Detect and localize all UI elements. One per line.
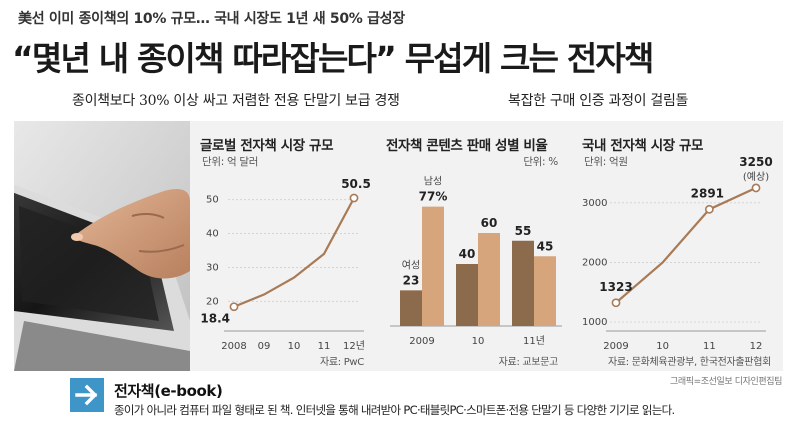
data-label: 50.5 [341, 177, 371, 191]
x-tick-label: 2008 [221, 341, 246, 352]
data-point [229, 302, 239, 312]
y-tick-label: 3000 [582, 198, 607, 209]
y-tick-label: 50 [206, 195, 219, 206]
x-tick-label: 10 [288, 341, 301, 352]
x-tick-label: 11 [318, 341, 331, 352]
subhead-left: 종이책보다 30% 이상 싸고 저렴한 전용 단말기 보급 경쟁 [72, 93, 400, 109]
chart-title: 전자책 콘텐츠 판매 성별 비율 [386, 138, 548, 154]
chart-source: 자료: PwC [319, 357, 364, 368]
bar-female [456, 264, 478, 326]
x-tick-label: 11년 [523, 335, 545, 347]
graphic-credit: 그래픽=조선일보 디자인편집팀 [669, 377, 782, 387]
data-point [704, 204, 714, 214]
line-chart-svg: 20 30 40 50 2008 09 10 11 12년 18.4 50.5 [200, 177, 371, 352]
data-point [751, 183, 761, 193]
data-label: 1323 [599, 280, 632, 294]
forecast-annotation: (예상) [743, 171, 769, 183]
chart-domestic-market: 국내 전자책 시장 규모 단위: 억원 1000 2000 3000 2009 10 11… [574, 121, 779, 371]
chart-source: 자료: 문화체육관광부, 한국전자출판협회 [607, 357, 771, 368]
chart-unit: 단위: % [523, 156, 558, 168]
bar-female [400, 290, 422, 326]
x-tick-label: 11 [703, 341, 716, 352]
data-label: 23 [403, 273, 420, 287]
data-label: 60 [481, 216, 498, 230]
y-tick-label: 30 [206, 262, 219, 273]
bar-male [478, 233, 500, 326]
bar-male [422, 206, 444, 326]
chart-unit: 단위: 억원 [584, 156, 628, 168]
kicker: 美선 이미 종이책의 10% 규모… 국내 시장도 1년 새 50% 급성장 [18, 11, 405, 27]
bar-chart-svg: 23 77% 2009 40 60 10 55 45 11년 여성 남성 [390, 176, 562, 347]
y-tick-label: 2000 [582, 257, 607, 268]
data-point [349, 193, 359, 203]
data-label: 45 [537, 239, 554, 253]
chart-source: 자료: 교보문고 [498, 357, 559, 368]
chart-global-market: 글로벌 전자책 시장 규모 단위: 억 달러 20 30 40 50 2008 09 10 1… [194, 121, 376, 371]
arrow-icon [70, 378, 104, 412]
x-tick-label: 12년 [343, 340, 365, 352]
data-label: 40 [459, 247, 476, 261]
line-chart-svg: 1000 2000 3000 2009 10 11 12 1323 2891 3250 (예상) [582, 155, 773, 352]
subhead-right: 복잡한 구매 인증 과정이 걸림돌 [508, 93, 689, 109]
series-line [615, 186, 757, 304]
y-tick-label: 1000 [582, 317, 607, 328]
data-label: 3250 [739, 155, 772, 169]
chart-title: 글로벌 전자책 시장 규모 [200, 138, 334, 154]
definition-body: 종이가 아니라 컴퓨터 파일 형태로 된 책. 인터넷을 통해 내려받아 PC·… [114, 403, 675, 417]
bar-female [512, 240, 534, 326]
data-label: 77% [419, 190, 448, 204]
chart-unit: 단위: 억 달러 [202, 156, 259, 168]
x-tick-label: 12 [750, 341, 763, 352]
tablet-hand-photo [14, 121, 190, 371]
x-tick-label: 10 [472, 336, 485, 347]
series-line [233, 197, 355, 308]
x-tick-label: 2009 [603, 341, 628, 352]
y-tick-label: 40 [206, 229, 219, 240]
legend-label-female: 여성 [402, 259, 420, 271]
definition-title: 전자책(e-book) [114, 382, 223, 400]
data-point [611, 298, 621, 308]
data-label: 18.4 [200, 312, 230, 326]
x-tick-label: 10 [656, 341, 669, 352]
chart-gender-ratio: 전자책 콘텐츠 판매 성별 비율 단위: % 23 77% 2009 40 60 10 55… [382, 121, 568, 371]
legend-label-male: 남성 [424, 176, 442, 188]
chart-title: 국내 전자책 시장 규모 [582, 138, 704, 154]
x-tick-label: 09 [258, 341, 271, 352]
data-label: 2891 [691, 186, 724, 200]
data-label: 55 [515, 224, 532, 238]
bar-male [534, 256, 556, 326]
x-tick-label: 2009 [409, 336, 434, 347]
headline: “몇년 내 종이책 따라잡는다” 무섭게 크는 전자책 [12, 39, 654, 78]
y-tick-label: 20 [206, 296, 219, 307]
infographic: 글로벌 전자책 시장 규모 단위: 억 달러 20 30 40 50 2008 09 10 1… [14, 121, 783, 371]
